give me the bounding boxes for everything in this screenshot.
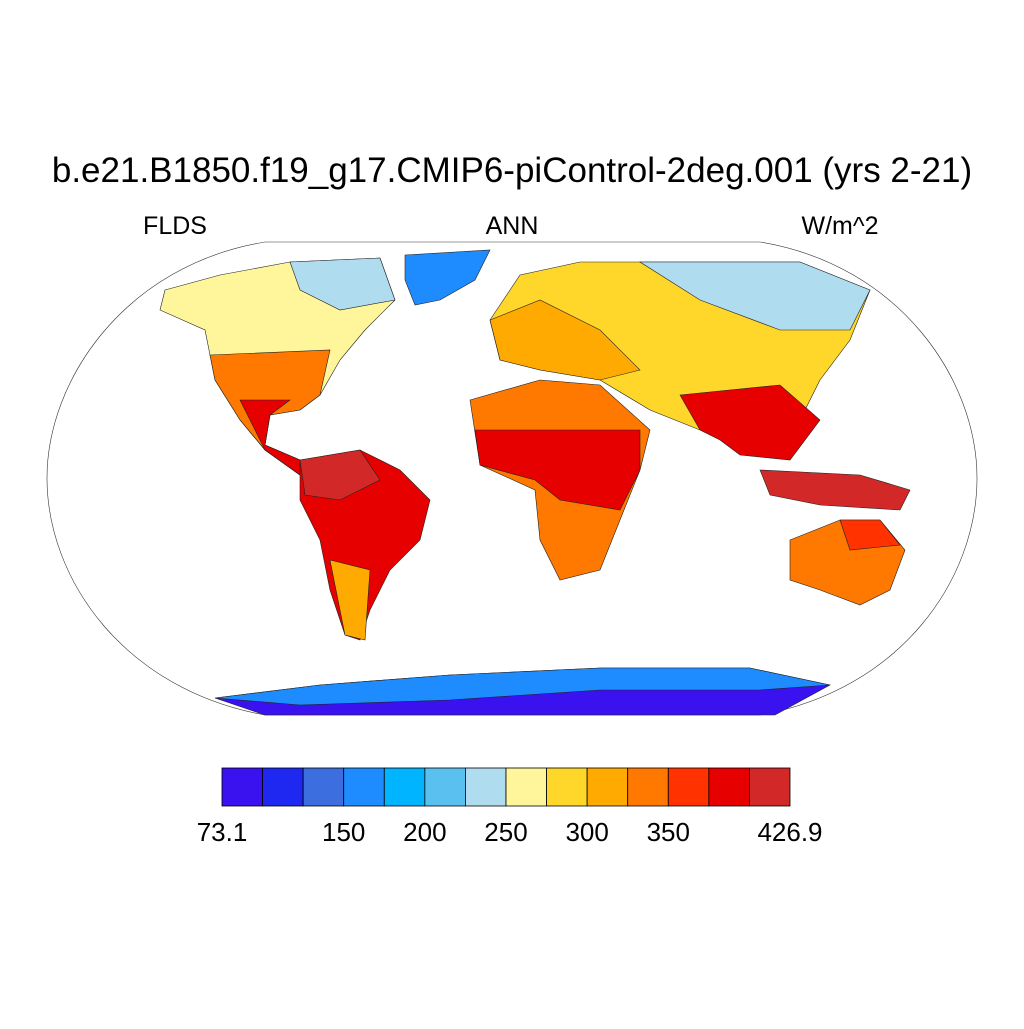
colorbar-box xyxy=(505,767,547,807)
colorbar-tick-label: 300 xyxy=(565,817,608,847)
colorbar-box xyxy=(627,767,669,807)
map xyxy=(46,241,978,716)
tropical-africa xyxy=(474,429,641,511)
greenland xyxy=(404,249,491,306)
season-label: ANN xyxy=(486,212,539,240)
colorbar-box xyxy=(302,767,345,807)
colorbar-box xyxy=(708,767,750,807)
title: b.e21.B1850.f19_g17.CMIP6-piControl-2deg… xyxy=(52,151,972,190)
colorbar-box xyxy=(383,767,426,807)
indonesia xyxy=(759,469,911,511)
colorbar-box xyxy=(586,767,629,807)
colorbar-box xyxy=(221,767,263,807)
colorbar-tick-label: 150 xyxy=(322,817,365,847)
amazon xyxy=(299,449,381,501)
south-asia xyxy=(679,384,821,461)
variable-label: FLDS xyxy=(143,212,207,240)
europe xyxy=(489,299,641,381)
units-label: W/m^2 xyxy=(801,212,878,240)
colorbar-box xyxy=(546,767,588,807)
colorbar-tick-label: 350 xyxy=(647,817,690,847)
colorbar-tick-label: 250 xyxy=(484,817,527,847)
northern-australia xyxy=(839,519,901,551)
arctic-canada xyxy=(289,257,396,311)
patagonia xyxy=(329,559,371,641)
colorbar-tick-label: 200 xyxy=(403,817,446,847)
colorbar-box xyxy=(262,767,304,807)
colorbar-box xyxy=(343,767,385,807)
colorbar-box xyxy=(749,767,791,807)
colorbar-tick-label: 73.1 xyxy=(197,817,248,847)
colorbar: 73.1 150 200 250 300 350 426.9 xyxy=(197,767,823,847)
colorbar-box xyxy=(465,767,507,807)
colorbar-box xyxy=(424,767,466,807)
antarctic-coast xyxy=(214,667,831,706)
colorbar-box xyxy=(667,767,710,807)
colorbar-tick-label: 426.9 xyxy=(757,817,822,847)
siberia xyxy=(638,261,871,331)
